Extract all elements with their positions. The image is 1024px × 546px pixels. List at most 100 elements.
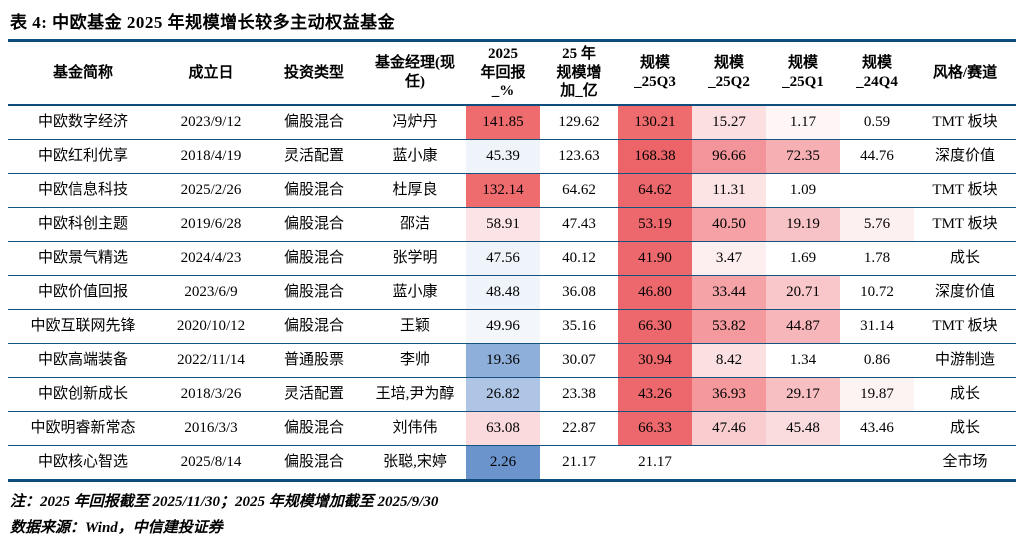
scale-25q3-cell: 30.94	[618, 343, 692, 378]
scale-24q4-cell: 31.14	[840, 309, 914, 344]
established-date-cell: 2018/3/26	[158, 377, 264, 412]
fund-manager-cell: 邵洁	[364, 207, 466, 242]
investment-type-cell: 偏股混合	[264, 241, 364, 276]
scale-25q1-cell	[766, 445, 840, 481]
scale-25q3-cell: 64.62	[618, 173, 692, 208]
return-2025-cell: 49.96	[466, 309, 540, 344]
scale-25q3-cell: 66.33	[618, 411, 692, 446]
established-date-cell: 2018/4/19	[158, 139, 264, 174]
table-row: 中欧科创主题 2019/6/28 偏股混合 邵洁 58.91 47.43 53.19 40.5…	[8, 207, 1016, 242]
investment-type-cell: 灵活配置	[264, 377, 364, 412]
established-date-cell: 2020/10/12	[158, 309, 264, 344]
scale-25q3-cell: 21.17	[618, 445, 692, 481]
table-row: 中欧明睿新常态 2016/3/3 偏股混合 刘伟伟 63.08 22.87 66.33 47.…	[8, 411, 1016, 446]
fund-name-cell: 中欧数字经济	[37, 114, 128, 130]
return-2025-cell: 2.26	[466, 445, 540, 481]
scale-increase-25-cell: 40.12	[540, 241, 618, 276]
scale-25q1-cell: 1.69	[766, 241, 840, 276]
table-row: 中欧数字经济 2023/9/12 偏股混合 冯炉丹 141.85 129.62 130.21…	[8, 105, 1016, 140]
fund-manager-cell: 冯炉丹	[392, 114, 438, 130]
style-track-cell: 成长	[914, 377, 1016, 412]
style-track-cell: 全市场	[914, 445, 1016, 481]
table-row: 中欧创新成长 2018/3/26 灵活配置 王培,尹为醇 26.82 23.38 43.26…	[8, 377, 1016, 412]
fund-table: 基金简称 成立日 投资类型 基金经理(现 任) 2025 年回报 _% 25 年…	[8, 39, 1016, 482]
return-2025-cell: 45.39	[466, 139, 540, 174]
fund-name-cell: 中欧科创主题	[8, 207, 158, 242]
return-2025-cell: 132.14	[466, 173, 540, 208]
established-date-cell: 2022/11/14	[158, 343, 264, 378]
scale-increase-25-cell: 22.87	[540, 411, 618, 446]
style-track-cell: 深度价值	[914, 139, 1016, 174]
fund-manager-cell: 蓝小康	[364, 275, 466, 310]
scale-25q1-cell: 45.48	[766, 411, 840, 446]
investment-type-cell: 偏股混合	[264, 411, 364, 446]
fund-name-cell: 中欧高端装备	[8, 343, 158, 378]
scale-25q3-cell: 168.38	[618, 139, 692, 174]
scale-25q3-cell: 66.30	[618, 309, 692, 344]
established-date-cell: 2023/9/12	[180, 114, 242, 130]
return-2025-cell: 63.08	[466, 411, 540, 446]
fund-table-body: 中欧数字经济 2023/9/12 偏股混合 冯炉丹 141.85 129.62 130.21…	[8, 105, 1016, 481]
scale-increase-25-cell: 129.62	[558, 114, 600, 130]
style-track-cell: 中游制造	[914, 343, 1016, 378]
scale-25q2-cell: 96.66	[692, 139, 766, 174]
scale-25q1-cell: 19.19	[766, 207, 840, 242]
scale-25q1-cell: 1.17	[766, 105, 840, 140]
scale-25q1-cell: 1.09	[766, 173, 840, 208]
established-date-cell: 2023/6/9	[158, 275, 264, 310]
scale-25q2-cell: 8.42	[692, 343, 766, 378]
investment-type-cell: 偏股混合	[264, 309, 364, 344]
scale-24q4-cell: 0.86	[840, 343, 914, 378]
source-line: 数据来源：Wind，中信建投证券	[10, 519, 223, 536]
scale-increase-25-cell: 36.08	[540, 275, 618, 310]
scale-increase-25-cell: 21.17	[540, 445, 618, 481]
fund-manager-cell: 张学明	[364, 241, 466, 276]
scale-25q1-cell: 1.34	[766, 343, 840, 378]
table-row: 中欧高端装备 2022/11/14 普通股票 李帅 19.36 30.07 30.94 8.4…	[8, 343, 1016, 378]
col-header-scale-24q4: 规模 _24Q4	[840, 40, 914, 106]
style-track-cell: TMT 板块	[914, 309, 1016, 344]
scale-24q4-cell: 44.76	[840, 139, 914, 174]
established-date-cell: 2019/6/28	[158, 207, 264, 242]
scale-increase-25-cell: 64.62	[540, 173, 618, 208]
established-date-cell: 2025/2/26	[158, 173, 264, 208]
note-line: 注：2025 年回报截至 2025/11/30；2025 年规模增加截至 202…	[10, 494, 439, 510]
scale-25q1-cell: 72.35	[766, 139, 840, 174]
scale-increase-25-cell: 30.07	[540, 343, 618, 378]
style-track-cell: 成长	[914, 241, 1016, 276]
scale-25q3-cell: 53.19	[618, 207, 692, 242]
footnotes: 注：2025 年回报截至 2025/11/30；2025 年规模增加截至 202…	[8, 490, 1016, 541]
table-row: 中欧信息科技 2025/2/26 偏股混合 杜厚良 132.14 64.62 64.62 11…	[8, 173, 1016, 208]
fund-name-cell: 中欧核心智选	[8, 445, 158, 481]
col-header-established: 成立日	[158, 40, 264, 106]
scale-25q2-cell: 36.93	[692, 377, 766, 412]
return-2025-cell: 47.56	[466, 241, 540, 276]
scale-24q4-cell: 5.76	[840, 207, 914, 242]
table-title: 表 4: 中欧基金 2025 年规模增长较多主动权益基金	[10, 13, 396, 32]
table-row: 中欧景气精选 2024/4/23 偏股混合 张学明 47.56 40.12 41.90 3.4…	[8, 241, 1016, 276]
style-track-cell: TMT 板块	[914, 173, 1016, 208]
scale-increase-25-cell: 23.38	[540, 377, 618, 412]
investment-type-cell: 普通股票	[264, 343, 364, 378]
scale-25q3-cell: 43.26	[618, 377, 692, 412]
col-header-scale-25q2: 规模 _25Q2	[692, 40, 766, 106]
return-2025-cell: 48.48	[466, 275, 540, 310]
established-date-cell: 2025/8/14	[158, 445, 264, 481]
style-track-cell: 深度价值	[914, 275, 1016, 310]
scale-increase-25-cell: 35.16	[540, 309, 618, 344]
col-header-invest-type: 投资类型	[264, 40, 364, 106]
scale-24q4-cell: 10.72	[840, 275, 914, 310]
scale-25q1-cell: 20.71	[766, 275, 840, 310]
fund-manager-cell: 王颖	[364, 309, 466, 344]
fund-name-cell: 中欧价值回报	[8, 275, 158, 310]
col-header-scale-25q1: 规模 _25Q1	[766, 40, 840, 106]
fund-manager-cell: 杜厚良	[364, 173, 466, 208]
scale-25q2-cell: 15.27	[692, 105, 766, 140]
investment-type-cell: 偏股混合	[283, 114, 344, 130]
col-header-return-2025: 2025 年回报 _%	[466, 40, 540, 106]
scale-25q3-cell: 46.80	[618, 275, 692, 310]
fund-name-cell: 中欧创新成长	[8, 377, 158, 412]
scale-24q4-cell: 43.46	[840, 411, 914, 446]
scale-25q2-cell: 33.44	[692, 275, 766, 310]
fund-name-cell: 中欧红利优享	[8, 139, 158, 174]
